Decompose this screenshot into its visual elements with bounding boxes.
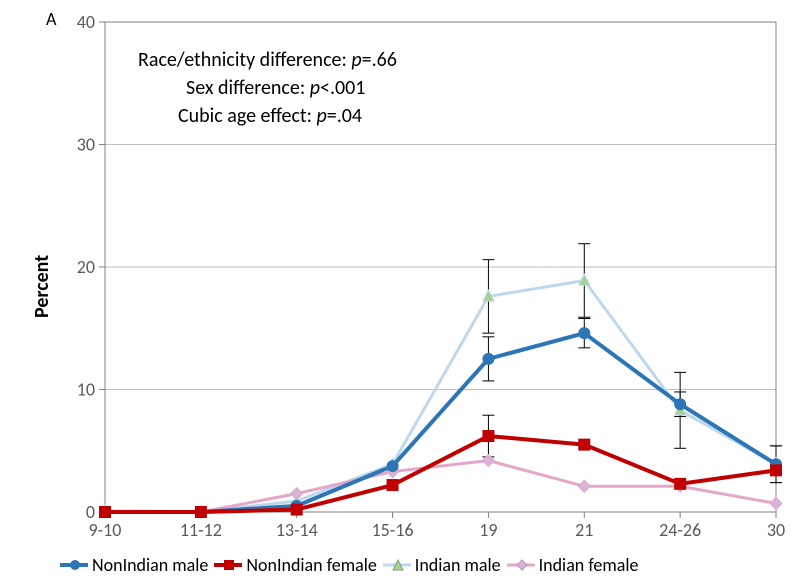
series-line: [105, 436, 776, 512]
legend-item-nonindian-male: NonIndian male: [60, 554, 208, 576]
legend-item-indian-female: Indian female: [507, 554, 639, 576]
series-line: [105, 280, 776, 512]
y-tick-label: 30: [77, 134, 95, 156]
legend-label: NonIndian male: [92, 554, 208, 576]
y-tick-label: 40: [77, 11, 95, 33]
y-tick-label: 20: [77, 256, 95, 278]
annotation-text: Sex difference: p<.001: [186, 76, 365, 100]
legend-swatch: [60, 556, 88, 574]
series-nonindian-female: [100, 431, 782, 518]
legend-label: NonIndian female: [246, 554, 376, 576]
x-tick-label: 24-26: [659, 519, 701, 541]
x-tick-label: 13-14: [276, 519, 318, 541]
y-tick-label: 10: [77, 379, 95, 401]
legend-item-indian-male: Indian male: [383, 554, 501, 576]
legend-swatch: [507, 556, 535, 574]
annotation-text: Race/ethnicity difference: p=.66: [138, 48, 397, 72]
legend-label: Indian male: [415, 554, 501, 576]
x-tick-label: 21: [575, 519, 593, 541]
line-chart: 0102030409-1011-1213-1415-16192124-2630: [0, 0, 800, 582]
annotation-text: Cubic age effect: p=.04: [178, 104, 362, 128]
x-tick-label: 30: [767, 519, 785, 541]
x-tick-label: 15-16: [372, 519, 414, 541]
x-tick-label: 9-10: [89, 519, 122, 541]
x-tick-label: 19: [479, 519, 497, 541]
x-tick-label: 11-12: [180, 519, 222, 541]
legend-label: Indian female: [539, 554, 639, 576]
legend-swatch: [214, 556, 242, 574]
legend-item-nonindian-female: NonIndian female: [214, 554, 376, 576]
legend-swatch: [383, 556, 411, 574]
chart-legend: NonIndian male NonIndian female Indian mal…: [60, 554, 638, 576]
figure-container: A Percent 0102030409-1011-1213-1415-1619…: [0, 0, 800, 582]
